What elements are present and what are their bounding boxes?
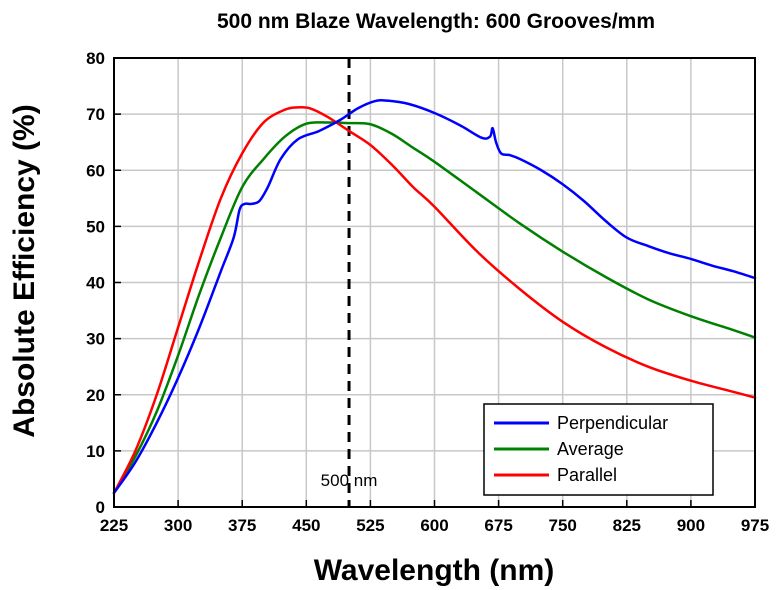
- x-tick-label: 450: [292, 516, 320, 535]
- x-tick-label: 225: [100, 516, 128, 535]
- x-tick-label: 975: [741, 516, 769, 535]
- x-tick-label: 600: [420, 516, 448, 535]
- legend-label-perpendicular: Perpendicular: [557, 413, 668, 433]
- x-tick-label: 900: [677, 516, 705, 535]
- series-lines: [112, 99, 757, 495]
- y-tick-label: 70: [86, 105, 105, 124]
- y-axis-label: Absolute Efficiency (%): [8, 104, 41, 437]
- series-line-average: [112, 121, 757, 495]
- axis-ticks: 225 300 375 450 525 600 675 750 825 900 975 0 10 20 30…: [86, 49, 769, 535]
- y-tick-label: 50: [86, 217, 105, 236]
- y-tick-label: 40: [86, 274, 105, 293]
- x-tick-label: 375: [228, 516, 256, 535]
- legend-label-average: Average: [557, 439, 624, 459]
- x-tick-label: 300: [164, 516, 192, 535]
- x-tick-label: 750: [549, 516, 577, 535]
- series-line-perpendicular: [112, 99, 757, 495]
- x-tick-label: 525: [356, 516, 384, 535]
- y-tick-label: 0: [96, 498, 105, 517]
- y-tick-label: 30: [86, 330, 105, 349]
- x-axis-label: Wavelength (nm): [314, 554, 555, 587]
- y-tick-label: 20: [86, 386, 105, 405]
- x-tick-label: 675: [484, 516, 512, 535]
- x-tick-label: 825: [613, 516, 641, 535]
- y-tick-label: 80: [86, 49, 105, 68]
- chart-title: 500 nm Blaze Wavelength: 600 Grooves/mm: [217, 10, 655, 33]
- series-line-parallel: [112, 105, 757, 495]
- legend: Perpendicular Average Parallel: [483, 403, 714, 496]
- y-tick-label: 10: [86, 442, 105, 461]
- grid: [114, 58, 755, 507]
- legend-label-parallel: Parallel: [557, 465, 617, 485]
- blaze-wavelength-label: 500 nm: [321, 471, 378, 490]
- y-tick-label: 60: [86, 161, 105, 180]
- annotations: 500 nm: [321, 58, 378, 507]
